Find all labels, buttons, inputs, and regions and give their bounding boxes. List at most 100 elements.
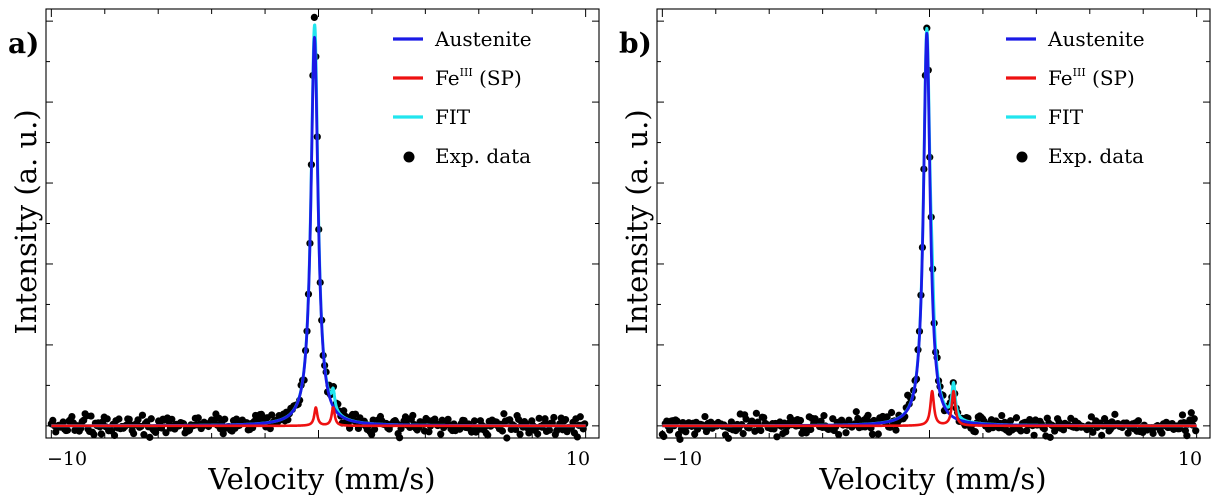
legend-item-fit: FIT <box>1006 105 1084 129</box>
data-point <box>1023 426 1031 435</box>
data-point <box>514 415 523 424</box>
x-tick-label-max: 10 <box>566 448 590 470</box>
data-point <box>395 434 404 442</box>
legend-label: Exp. data <box>435 144 531 168</box>
data-point <box>852 408 860 416</box>
data-point <box>682 428 690 436</box>
legend-label: FIT <box>1048 105 1084 129</box>
data-point <box>666 426 674 434</box>
data-point <box>1012 414 1021 422</box>
data-point <box>456 425 464 433</box>
series-austenite-line <box>50 35 587 428</box>
data-point <box>516 430 524 438</box>
data-point <box>1030 431 1038 439</box>
data-point <box>87 412 95 420</box>
data-point <box>535 414 543 422</box>
plot-area <box>658 24 1200 443</box>
data-point <box>90 430 98 439</box>
data-point <box>534 430 542 438</box>
series-feiii-line <box>661 389 1198 428</box>
series-feiii-line <box>50 406 587 428</box>
data-point <box>484 431 492 439</box>
data-point <box>842 429 850 437</box>
data-point <box>1089 428 1097 436</box>
data-point <box>739 430 747 438</box>
legend-label: Austenite <box>1047 27 1145 51</box>
data-point <box>576 413 584 421</box>
data-point <box>757 426 765 435</box>
data-point <box>1134 417 1142 425</box>
data-point <box>998 411 1006 420</box>
data-point <box>221 415 229 423</box>
data-point <box>573 433 581 441</box>
data-point <box>742 415 750 423</box>
data-point <box>370 425 379 433</box>
data-point <box>874 430 882 438</box>
data-point <box>115 415 123 423</box>
data-point <box>431 415 439 423</box>
data-point <box>125 415 133 423</box>
data-point <box>545 426 554 434</box>
legend-item-exp: Exp. data <box>1016 144 1144 168</box>
data-point <box>512 425 520 434</box>
data-point <box>140 431 148 439</box>
y-axis-title: Intensity (a. u.) <box>620 109 654 334</box>
panel-b: Austenite FeIII (SP) FIT Exp. data b) Inten… <box>619 8 1211 495</box>
data-point <box>310 13 318 21</box>
data-point <box>68 413 76 421</box>
data-point <box>868 430 877 438</box>
y-axis-title: Intensity (a. u.) <box>9 109 43 334</box>
panel-label: b) <box>619 27 652 60</box>
data-point <box>1190 415 1198 423</box>
legend: Austenite FeIII (SP) FIT Exp. data <box>1006 27 1145 168</box>
data-point <box>168 415 176 423</box>
x-tick-label-min: −10 <box>662 448 702 470</box>
legend-marker <box>1016 151 1028 163</box>
data-point <box>1187 409 1195 417</box>
data-point <box>52 428 60 436</box>
panel-a: Austenite FeIII (SP) FIT Exp. data a) Inten… <box>8 8 600 495</box>
data-point <box>59 418 67 426</box>
legend-label: Austenite <box>434 27 532 51</box>
data-point <box>1183 432 1191 440</box>
data-point <box>470 417 479 425</box>
data-point <box>409 411 417 420</box>
data-point <box>660 432 668 441</box>
data-point <box>162 429 170 437</box>
data-point <box>1149 429 1157 438</box>
data-point <box>773 433 781 441</box>
legend: Austenite FeIII (SP) FIT Exp. data <box>393 27 532 168</box>
data-point <box>724 434 733 442</box>
data-point <box>194 414 202 422</box>
data-point <box>498 427 507 435</box>
data-point <box>760 413 768 422</box>
data-point <box>701 412 709 421</box>
data-point <box>103 415 111 423</box>
data-point <box>676 435 684 443</box>
data-point <box>500 410 508 418</box>
data-point <box>1006 417 1015 425</box>
legend-item-austenite: Austenite <box>1006 27 1145 51</box>
legend-label: Exp. data <box>1048 144 1144 168</box>
data-point <box>864 411 872 419</box>
data-point <box>1046 433 1054 441</box>
data-point <box>796 416 805 425</box>
data-point <box>437 430 445 438</box>
x-axis-title: Velocity (mm/s) <box>207 462 435 495</box>
data-point <box>138 411 147 419</box>
data-point <box>130 429 138 438</box>
data-point <box>147 415 155 423</box>
legend-item-feiii: FeIII (SP) <box>393 66 522 90</box>
x-tick-label-min: −10 <box>47 448 87 470</box>
data-point <box>1192 427 1200 435</box>
data-point <box>971 428 979 436</box>
data-point <box>63 426 72 434</box>
data-point <box>134 416 142 424</box>
data-point <box>541 415 549 423</box>
data-point <box>97 430 105 438</box>
legend-label: FeIII (SP) <box>1048 66 1135 90</box>
data-point <box>673 417 681 425</box>
x-axis-title: Velocity (mm/s) <box>818 462 1046 495</box>
panel-label: a) <box>8 27 39 60</box>
